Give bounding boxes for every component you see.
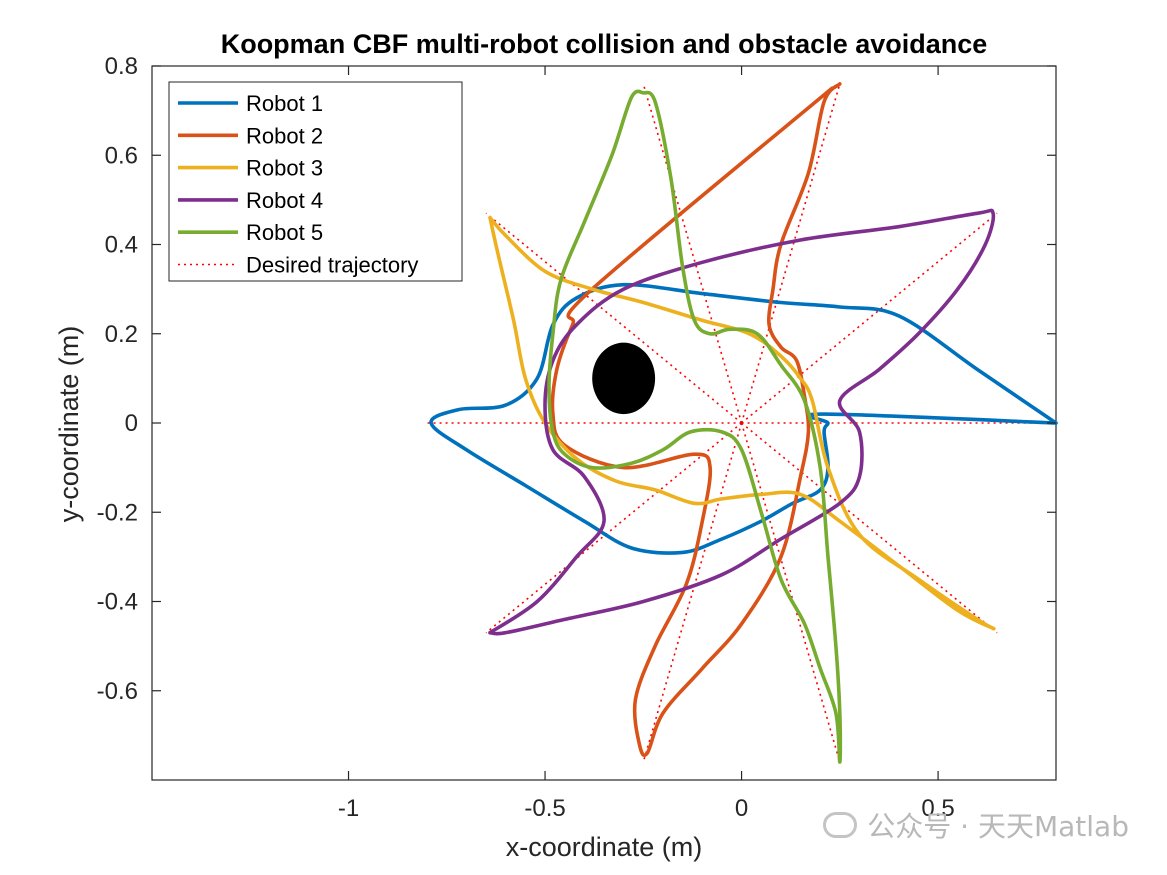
- legend-box: [168, 81, 463, 282]
- desired-trajectory-segment: [485, 212, 743, 424]
- y-tick-label: -0.2: [97, 499, 138, 526]
- x-tick-label: -0.5: [524, 795, 565, 822]
- desired-trajectory-segment: [741, 212, 998, 424]
- y-tick-label: 0.8: [105, 53, 138, 80]
- legend-label: Robot 2: [246, 123, 323, 148]
- y-tick-label: -0.4: [97, 589, 138, 616]
- legend-label: Desired trajectory: [246, 253, 418, 278]
- robot-4-trajectory: [488, 208, 996, 636]
- desired-trajectory-segment: [741, 422, 998, 634]
- x-tick-label: -1: [338, 795, 359, 822]
- y-tick-label: 0.2: [105, 321, 138, 348]
- x-tick-label: 0.5: [921, 795, 954, 822]
- obstacle: [592, 342, 656, 415]
- x-axis-label: x-coordinate (m): [506, 832, 703, 862]
- desired-trajectory-segment: [485, 422, 743, 634]
- robot-3-trajectory: [488, 215, 996, 631]
- watermark-text: 公众号 · 天天Matlab: [867, 810, 1129, 843]
- legend-label: Robot 1: [246, 91, 323, 116]
- desired-trajectory-segment: [740, 422, 841, 763]
- robot-2-trajectory: [550, 82, 842, 758]
- y-tick-label: -0.6: [97, 678, 138, 705]
- legend-label: Robot 5: [246, 220, 323, 245]
- desired-trajectory-segment: [740, 83, 841, 424]
- robot-trajectories: [429, 82, 1058, 764]
- legend: Robot 1 Robot 2 Robot 3 Robot 4 Robot 5 Desir…: [168, 81, 463, 282]
- legend-label: Robot 3: [246, 156, 323, 181]
- x-tick-label: 0: [735, 795, 748, 822]
- chart-title: Koopman CBF multi-robot collision and ob…: [221, 29, 988, 59]
- y-axis-ticks: -0.6 -0.4 -0.2 0 0.2 0.4 0.6 0.8: [97, 53, 1056, 705]
- desired-trajectory-segment: [642, 83, 743, 424]
- y-tick-label: 0.6: [105, 142, 138, 169]
- desired-trajectory-lines: [427, 83, 1056, 763]
- y-axis-label: y-coordinate (m): [54, 326, 84, 523]
- wechat-icon: [823, 812, 858, 838]
- y-tick-label: 0: [125, 410, 138, 437]
- y-tick-label: 0.4: [105, 232, 138, 259]
- robot-5-trajectory: [547, 89, 843, 764]
- watermark: 公众号 · 天天Matlab: [823, 805, 1129, 845]
- desired-trajectory-segment: [642, 422, 743, 763]
- legend-label: Robot 4: [246, 188, 323, 213]
- x-axis-ticks: -1 -0.5 0 0.5: [338, 66, 955, 822]
